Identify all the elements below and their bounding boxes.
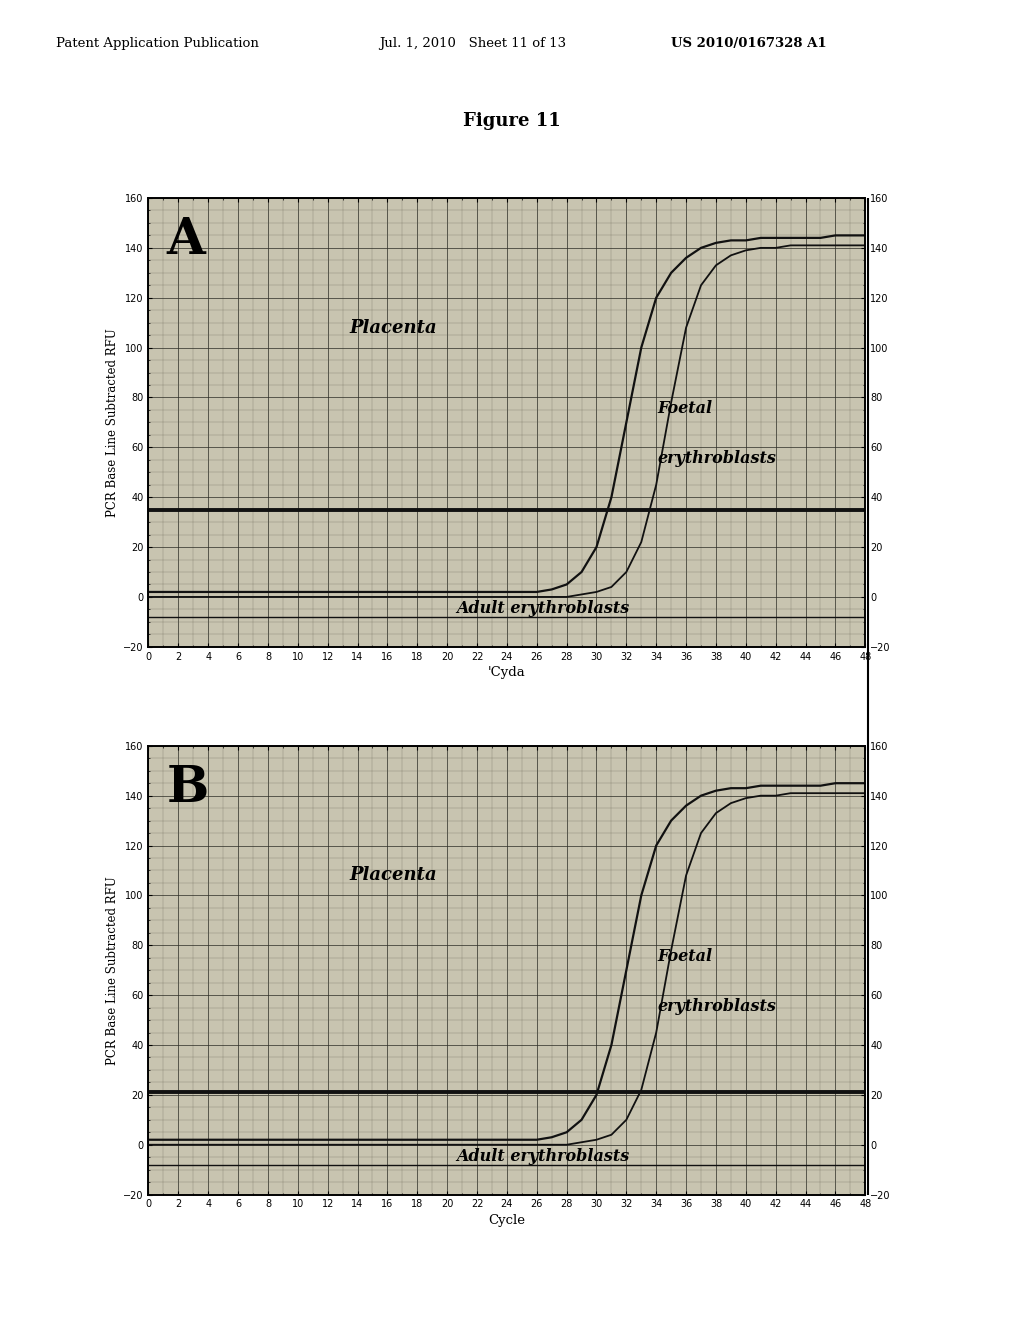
Text: Jul. 1, 2010   Sheet 11 of 13: Jul. 1, 2010 Sheet 11 of 13 (379, 37, 566, 50)
Text: Foetal: Foetal (657, 400, 713, 417)
Text: Adult erythroblasts: Adult erythroblasts (457, 1148, 630, 1166)
Text: Foetal: Foetal (657, 948, 713, 965)
Y-axis label: PCR Base Line Subtracted RFU: PCR Base Line Subtracted RFU (105, 329, 119, 516)
Text: Placenta: Placenta (349, 866, 437, 884)
X-axis label: Cycle: Cycle (488, 1213, 525, 1226)
Text: Patent Application Publication: Patent Application Publication (56, 37, 259, 50)
Text: US 2010/0167328 A1: US 2010/0167328 A1 (671, 37, 826, 50)
Text: Adult erythroblasts: Adult erythroblasts (457, 601, 630, 618)
Text: A: A (166, 216, 205, 265)
Text: erythroblasts: erythroblasts (657, 450, 776, 467)
Text: erythroblasts: erythroblasts (657, 998, 776, 1015)
Text: Placenta: Placenta (349, 318, 437, 337)
Text: Figure 11: Figure 11 (463, 112, 561, 131)
Text: B: B (166, 764, 209, 813)
Y-axis label: PCR Base Line Subtracted RFU: PCR Base Line Subtracted RFU (105, 876, 119, 1064)
X-axis label: 'Cyda: 'Cyda (488, 665, 525, 678)
